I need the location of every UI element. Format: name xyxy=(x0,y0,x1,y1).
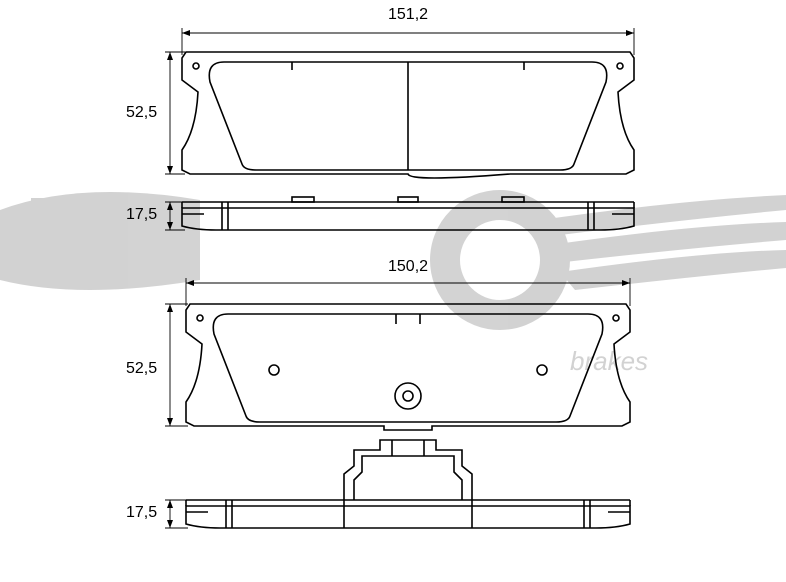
dim-top-width xyxy=(182,28,634,55)
top-brake-pad-front xyxy=(182,52,634,178)
dim-lower-height xyxy=(165,304,188,426)
label-upper-thickness: 17,5 xyxy=(126,206,157,224)
label-bottom-width: 150,2 xyxy=(388,258,428,276)
dim-lower-thickness xyxy=(165,500,188,528)
retaining-clip xyxy=(344,440,472,500)
label-lower-height: 52,5 xyxy=(126,360,157,378)
bottom-brake-pad-side xyxy=(186,500,630,528)
label-top-width: 151,2 xyxy=(388,6,428,24)
label-upper-height: 52,5 xyxy=(126,104,157,122)
svg-text:T: T xyxy=(30,180,85,280)
bottom-brake-pad-front xyxy=(186,304,630,430)
watermark-logo: T brakes xyxy=(0,180,786,376)
watermark-text: brakes xyxy=(570,346,648,376)
technical-drawing: T brakes xyxy=(0,0,786,582)
label-lower-thickness: 17,5 xyxy=(126,504,157,522)
